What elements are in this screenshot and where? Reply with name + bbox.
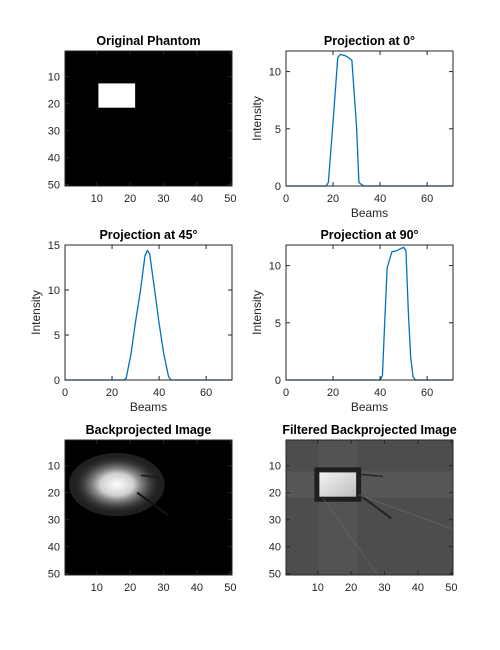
x-tick-label: 30	[378, 582, 390, 594]
panel-projection-0: Beams Intensity 0 20 40 60 0 5 10 Projection at 0…	[250, 34, 454, 220]
y-tick-label: 50	[269, 569, 281, 581]
y-tick-label: 20	[48, 99, 60, 111]
x-tick-label: 50	[224, 193, 236, 205]
axes-box	[64, 244, 233, 381]
image-background	[65, 51, 232, 186]
panel-title: Projection at 0°	[324, 34, 415, 48]
projection-series-line	[286, 53, 453, 187]
panel-phantom: 10 20 30 40 50 10 20 30 40 50 Original Phantom	[48, 34, 237, 205]
x-tick-label: 20	[345, 582, 357, 594]
streak-artifact	[141, 474, 161, 479]
y-tick-label: 0	[54, 375, 60, 387]
x-tick-label: 0	[283, 387, 289, 399]
y-tick-label: 10	[48, 461, 60, 473]
streak-artifact	[136, 491, 170, 517]
x-tick-label: 0	[62, 387, 68, 399]
plot-area	[65, 245, 232, 380]
y-tick-label: 20	[269, 488, 281, 500]
x-tick-label: 60	[421, 387, 433, 399]
x-tick-label: 40	[374, 193, 386, 205]
y-tick-label: 30	[269, 515, 281, 527]
x-axis-label: Beams	[351, 400, 388, 414]
x-tick-label: 40	[412, 582, 424, 594]
plot-area	[286, 51, 453, 186]
y-tick-label: 10	[48, 72, 60, 84]
x-tick-label: 40	[153, 387, 165, 399]
y-tick-label: 10	[269, 67, 281, 79]
y-tick-label: 10	[269, 261, 281, 273]
x-tick-label: 30	[157, 582, 169, 594]
panel-title: Projection at 90°	[320, 228, 418, 242]
x-tick-label: 20	[124, 582, 136, 594]
y-tick-label: 5	[54, 330, 60, 342]
y-tick-label: 20	[48, 488, 60, 500]
image-background	[286, 440, 453, 575]
x-tick-label: 30	[157, 193, 169, 205]
x-tick-label: 20	[124, 193, 136, 205]
streak-artifact	[322, 498, 379, 576]
y-tick-label: 30	[48, 126, 60, 138]
panel-backprojected: 10 20 30 40 50 10 20 30 40 50 Backprojected Image	[48, 423, 237, 594]
x-tick-label: 20	[106, 387, 118, 399]
panel-title: Backprojected Image	[86, 423, 212, 437]
x-tick-label: 60	[421, 193, 433, 205]
x-tick-label: 0	[283, 193, 289, 205]
y-tick-label: 30	[48, 515, 60, 527]
x-tick-label: 60	[200, 387, 212, 399]
x-tick-label: 40	[374, 387, 386, 399]
y-tick-label: 40	[48, 542, 60, 554]
y-tick-label: 0	[275, 181, 281, 193]
x-tick-label: 10	[91, 193, 103, 205]
x-tick-label: 10	[91, 582, 103, 594]
x-tick-label: 40	[191, 193, 203, 205]
axes-box	[285, 50, 454, 187]
y-axis-label: Intensity	[250, 290, 264, 335]
y-tick-label: 50	[48, 569, 60, 581]
x-axis-label: Beams	[130, 400, 167, 414]
projection-series-line	[286, 246, 453, 381]
backprojection-blob	[69, 452, 165, 517]
phantom-square	[98, 83, 136, 108]
axes-box	[285, 244, 454, 381]
panel-title: Projection at 45°	[99, 228, 197, 242]
panel-title: Filtered Backprojected Image	[282, 423, 456, 437]
y-tick-label: 50	[48, 180, 60, 192]
x-tick-label: 10	[312, 582, 324, 594]
y-tick-label: 10	[269, 461, 281, 473]
y-tick-label: 5	[275, 318, 281, 330]
panel-projection-45: Beams Intensity 0 20 40 60 0 5 10 15 Projection at…	[29, 228, 233, 414]
x-tick-label: 40	[191, 582, 203, 594]
streak-artifact	[360, 473, 383, 478]
y-tick-label: 40	[48, 153, 60, 165]
y-tick-label: 5	[275, 124, 281, 136]
panel-filtered-backprojected: 10 20 30 40 50 10 20 30 40 50 Filtered Backproject…	[269, 423, 458, 594]
x-tick-label: 50	[445, 582, 457, 594]
projection-series-line	[65, 249, 232, 381]
y-tick-label: 15	[48, 240, 60, 252]
reconstructed-square	[319, 472, 357, 497]
panel-projection-90: Beams Intensity 0 20 40 60 0 5 10 Projection at 9…	[250, 228, 454, 414]
x-tick-label: 20	[327, 387, 339, 399]
y-tick-label: 10	[48, 285, 60, 297]
axes-box	[64, 439, 233, 576]
axes-box	[285, 439, 454, 576]
y-axis-label: Intensity	[250, 96, 264, 141]
x-tick-label: 50	[224, 582, 236, 594]
vertical-streak	[318, 440, 358, 575]
plot-area	[286, 245, 453, 380]
panel-title: Original Phantom	[96, 34, 200, 48]
streak-artifact	[358, 493, 392, 520]
x-tick-label: 20	[327, 193, 339, 205]
axes-box	[64, 50, 233, 187]
y-tick-label: 0	[275, 375, 281, 387]
x-axis-label: Beams	[351, 206, 388, 220]
y-tick-label: 40	[269, 542, 281, 554]
streak-artifact	[357, 494, 454, 530]
y-axis-label: Intensity	[29, 290, 43, 335]
